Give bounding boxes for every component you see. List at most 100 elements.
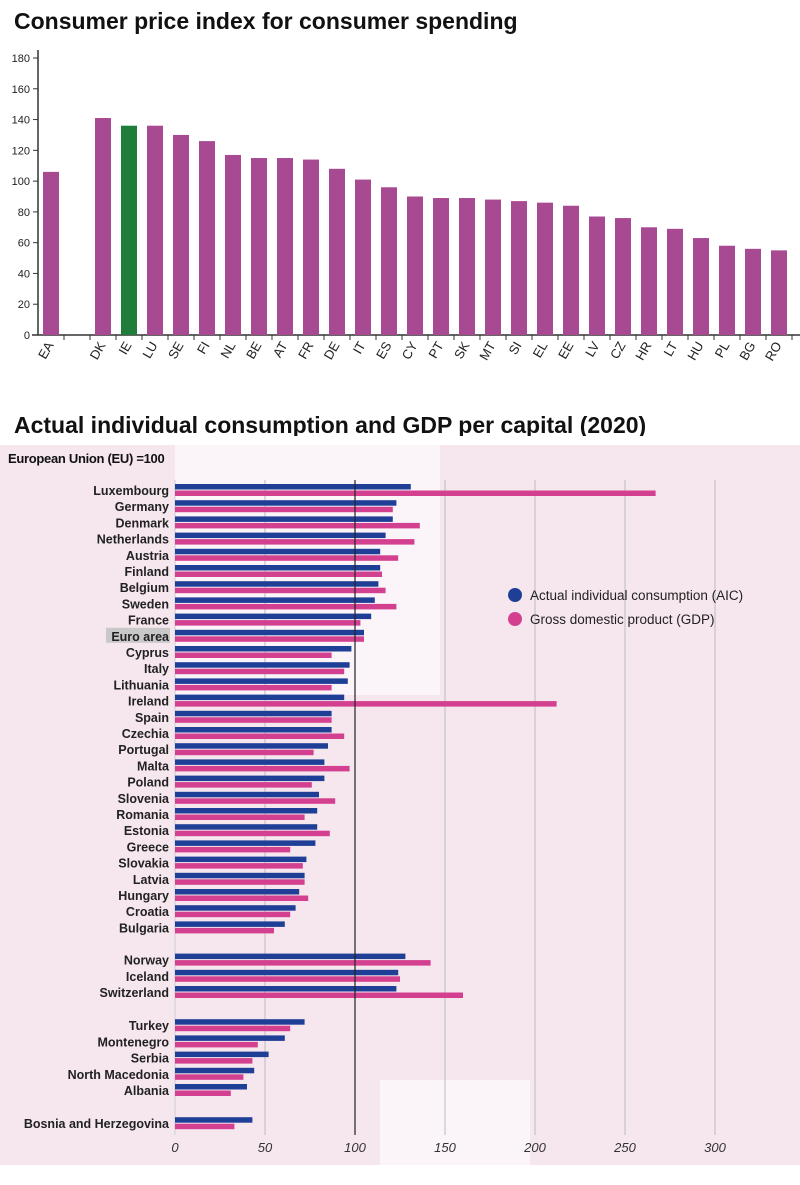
- bar-BG: [745, 248, 761, 335]
- bar-gdp-Sweden: [175, 603, 397, 610]
- category-label: Montenegro: [97, 1035, 169, 1049]
- category-label: Latvia: [133, 873, 170, 887]
- x-tick-label: EL: [530, 339, 551, 360]
- category-label: Turkey: [129, 1019, 169, 1033]
- bar-gdp-Czechia: [175, 733, 345, 739]
- category-label: Serbia: [131, 1052, 170, 1066]
- legend-marker: [508, 588, 522, 602]
- category-label: Romania: [116, 808, 170, 822]
- bar-gdp-Norway: [175, 960, 431, 966]
- bar-aic-France: [175, 613, 372, 620]
- bar-gdp-Switzerland: [175, 992, 463, 998]
- bar-gdp-Finland: [175, 571, 382, 577]
- category-label: Iceland: [126, 970, 169, 984]
- bar-gdp-France: [175, 620, 361, 626]
- category-label: Denmark: [116, 516, 170, 530]
- y-tick-label: 180: [12, 53, 30, 65]
- category-label: Hungary: [118, 889, 169, 903]
- bar-aic-Denmark: [175, 516, 393, 522]
- category-label: Greece: [127, 840, 169, 854]
- bar-gdp-North Macedonia: [175, 1074, 244, 1080]
- y-tick-label: 0: [24, 330, 30, 342]
- bar-gdp-Croatia: [175, 911, 291, 918]
- bar-aic-Latvia: [175, 872, 305, 879]
- x-tick-label: NL: [217, 339, 238, 361]
- bar-gdp-Slovakia: [175, 863, 303, 869]
- x-tick-label: 200: [523, 1140, 546, 1155]
- bar-gdp-Denmark: [175, 522, 420, 529]
- bar-CY: [407, 196, 423, 335]
- y-tick-label: 140: [12, 115, 30, 127]
- bar-gdp-Germany: [175, 506, 393, 513]
- bar-aic-Ireland: [175, 694, 345, 701]
- category-label: France: [128, 614, 169, 628]
- x-tick-label: LU: [139, 339, 160, 361]
- aic-gdp-chart-title: Actual individual consumption and GDP pe…: [14, 412, 647, 436]
- bar-aic-North Macedonia: [175, 1067, 255, 1074]
- category-label: Germany: [115, 500, 169, 514]
- bar-RO: [771, 250, 787, 335]
- x-tick-label: 150: [434, 1140, 456, 1155]
- bar-IT: [355, 179, 371, 335]
- bar-aic-Spain: [175, 710, 332, 717]
- x-tick-label: LV: [582, 339, 603, 360]
- bar-SK: [459, 198, 475, 335]
- category-label: Finland: [125, 565, 169, 579]
- bar-EE: [563, 205, 579, 335]
- bar-CZ: [615, 218, 631, 335]
- category-label: Switzerland: [100, 986, 169, 1000]
- y-tick-label: 160: [12, 84, 30, 96]
- bar-gdp-Euro area: [175, 636, 364, 642]
- bar-PL: [719, 245, 735, 335]
- x-tick-label: LT: [660, 339, 680, 359]
- bar-aic-Hungary: [175, 889, 300, 895]
- bar-gdp-Lithuania: [175, 684, 332, 691]
- category-label: Italy: [144, 662, 169, 676]
- bar-SI: [511, 201, 527, 335]
- bar-aic-Sweden: [175, 597, 375, 603]
- category-label: Croatia: [126, 905, 170, 919]
- bar-gdp-Belgium: [175, 587, 386, 594]
- x-tick-label: 50: [258, 1140, 273, 1155]
- bar-gdp-Montenegro: [175, 1041, 258, 1048]
- bar-gdp-Italy: [175, 668, 345, 675]
- bar-FI: [199, 141, 215, 335]
- bar-aic-Turkey: [175, 1019, 305, 1025]
- x-tick-label: 300: [704, 1140, 726, 1155]
- bar-EA: [43, 171, 59, 335]
- bar-aic-Estonia: [175, 824, 318, 830]
- bar-aic-Cyprus: [175, 646, 352, 652]
- x-tick-label: 0: [171, 1140, 179, 1155]
- bar-gdp-Malta: [175, 765, 350, 772]
- category-label: Estonia: [124, 824, 170, 838]
- bar-ES: [381, 187, 397, 335]
- bar-gdp-Hungary: [175, 895, 309, 901]
- y-tick-label: 120: [12, 145, 30, 157]
- bar-aic-Slovakia: [175, 856, 307, 863]
- bar-LT: [667, 228, 683, 335]
- bar-aic-Euro area: [175, 629, 364, 636]
- bar-aic-Lithuania: [175, 678, 348, 684]
- category-label: Bulgaria: [119, 921, 170, 935]
- bar-gdp-Albania: [175, 1090, 231, 1096]
- category-label: Ireland: [128, 695, 169, 709]
- x-tick-label: PT: [425, 339, 446, 361]
- category-label: North Macedonia: [68, 1068, 170, 1082]
- category-label: Netherlands: [97, 533, 169, 547]
- category-label: Cyprus: [126, 646, 169, 660]
- bar-gdp-Luxembourg: [175, 490, 656, 496]
- category-label: Sweden: [122, 597, 169, 611]
- bar-LV: [589, 216, 605, 335]
- bar-aic-Germany: [175, 500, 397, 506]
- bar-gdp-Spain: [175, 717, 332, 723]
- bar-gdp-Latvia: [175, 879, 305, 885]
- highlight-box: [106, 627, 170, 643]
- category-label: Portugal: [118, 743, 169, 757]
- bar-IE: [121, 125, 137, 335]
- bar-SE: [173, 134, 189, 335]
- bar-aic-Bulgaria: [175, 921, 285, 927]
- y-tick-label: 60: [18, 238, 30, 250]
